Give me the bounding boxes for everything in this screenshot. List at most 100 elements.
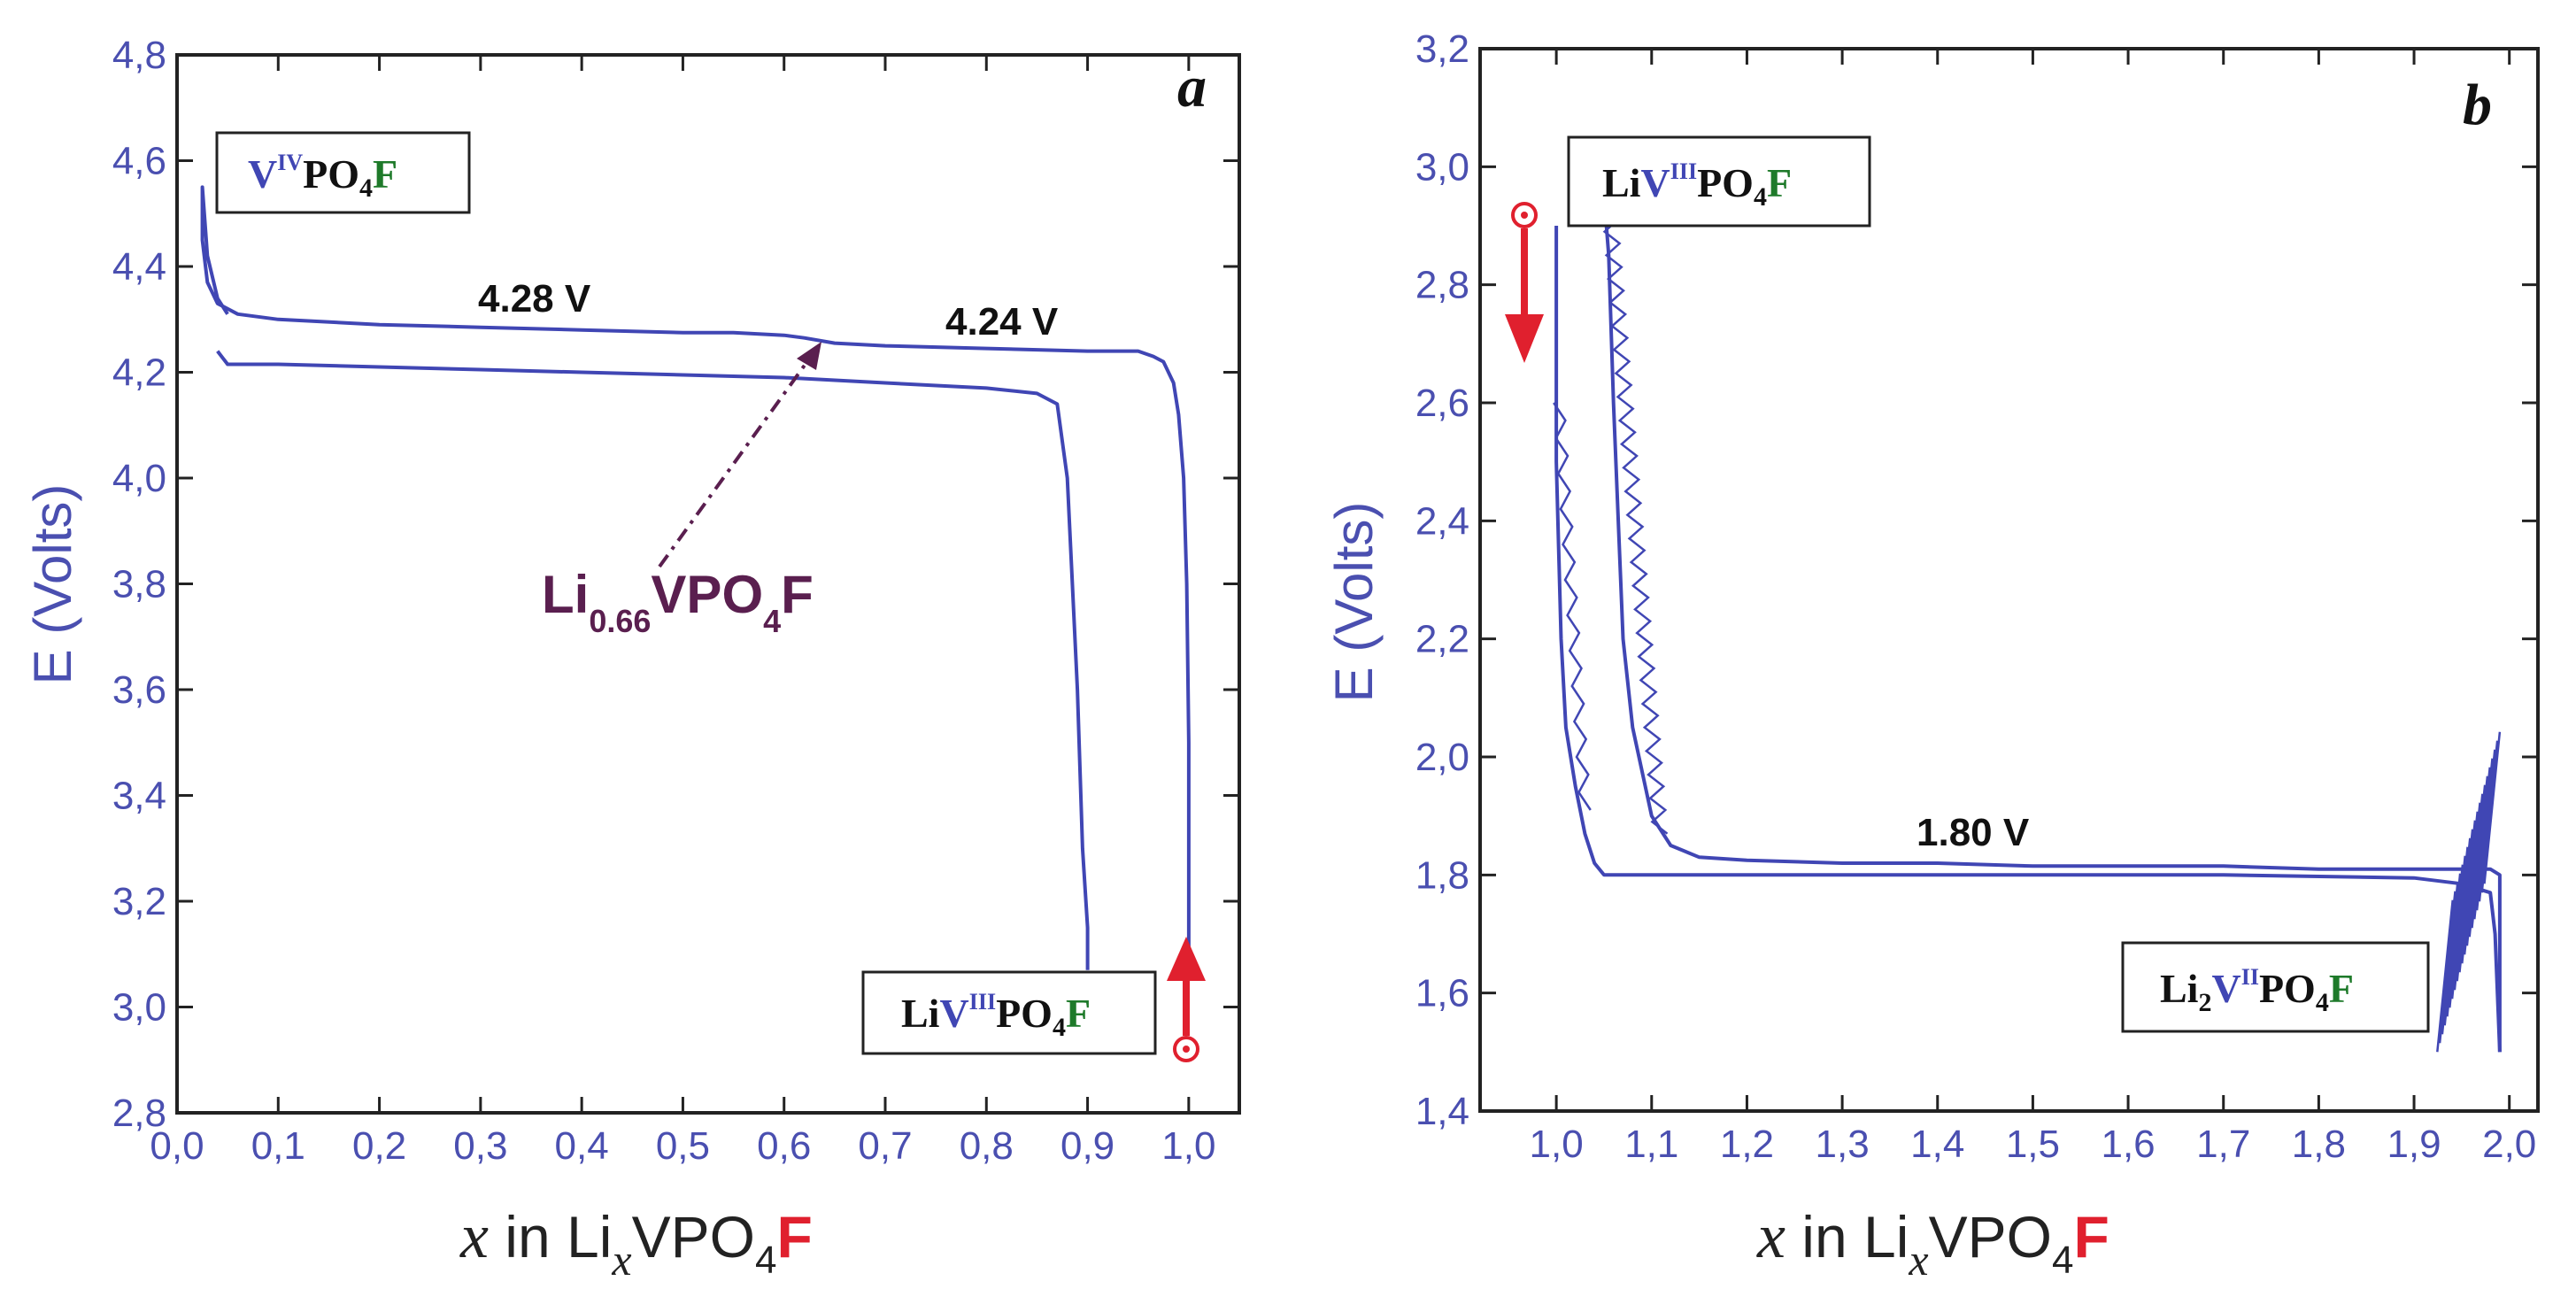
v-symbol: V [248,151,277,197]
y-tick-label: 3,0 [1415,145,1469,189]
series-group [1553,195,2502,1053]
x-tick-label: 1,5 [2006,1123,2060,1166]
po-symbol: PO [1697,160,1754,205]
transition-arrow [658,352,814,568]
x-tick-label: 1,2 [1720,1123,1774,1166]
po-symbol: PO [996,991,1053,1036]
intermediate-phase-label: Li0.66VPO4F [542,565,814,639]
f-symbol: F [2329,966,2354,1011]
y-tick-label: 1,8 [1415,853,1469,897]
x-axis-f: F [776,1204,812,1270]
x-axis-label: x in LixVPO4F [459,1200,813,1285]
x-tick-label: 1,4 [1910,1123,1964,1166]
li066-base: Li [542,565,589,624]
tick-marks [1480,47,2538,1113]
x-tick-label: 0,2 [352,1124,406,1168]
x-tick-labels: 1,0 1,1 1,2 1,3 1,4 1,5 1,6 1,7 1,8 1,9 2,0 [1530,1123,2537,1166]
plateau-label-180: 1.80 V [1917,811,2030,854]
phase-box-liviiipo4f [861,970,1157,1055]
series-line-discharge [1554,226,2502,1053]
start-arrowhead-icon [1505,314,1544,363]
x-tick-label: 0,6 [757,1124,811,1168]
x-tick-label: 1,0 [1161,1124,1215,1168]
y-tick-label: 2,2 [1415,618,1469,661]
li-sub: 2 [2198,988,2211,1017]
f-symbol: F [1066,991,1091,1036]
oxidation-state: III [969,989,996,1015]
series-line-charge [200,185,1191,954]
y-tick-label: 1,6 [1415,972,1469,1015]
x-tick-label: 1,0 [1530,1123,1584,1166]
series-group [200,185,1191,970]
phase-label-liviiipo4f: LiVIIIPO4F [901,989,1091,1042]
series-noise-end [2436,731,2502,1053]
y-tick-label: 4,0 [112,457,166,500]
x-tick-label: 1,7 [2196,1123,2250,1166]
y-tick-label: 4,4 [112,245,166,289]
series-noise-discharge [1553,402,1592,811]
x-tick-label: 0,4 [555,1124,609,1168]
x-tick-label: 0,0 [150,1124,204,1168]
x-tick-labels: 0,0 0,1 0,2 0,3 0,4 0,5 0,6 0,7 0,8 0,9 1,0 [150,1124,1215,1168]
y-tick-label: 2,8 [1415,264,1469,307]
po-sub: 4 [1053,1013,1066,1042]
y-tick-label: 3,8 [112,563,166,606]
start-arrowhead-icon [1167,937,1206,981]
x-tick-label: 0,3 [453,1124,507,1168]
phase-label-liviiipo4f: LiVIIIPO4F [1602,158,1792,212]
x-tick-label: 2,0 [2482,1123,2536,1166]
y-tick-label: 3,2 [112,880,166,923]
x-axis-var: x [1756,1200,1785,1271]
po-sub: 4 [359,174,373,203]
phase-box-li2viipo4f [2121,941,2430,1033]
y-axis-label: E (Volts) [1324,502,1384,703]
y-tick-label: 4,8 [112,34,166,77]
li-symbol: Li [901,991,940,1036]
v-symbol: V [939,991,968,1036]
phase-box-vivpo4f [215,131,471,214]
y-tick-label: 3,6 [112,668,166,712]
tick-marks [175,53,1239,1115]
start-point-dot-icon [1183,1046,1190,1053]
x-axis-four: 4 [2052,1239,2073,1282]
x-axis-sub: x [611,1235,631,1285]
series-noise-charge [1600,195,1669,835]
x-tick-label: 0,1 [251,1124,305,1168]
panel-b: 1,4 1,6 1,8 2,0 2,2 2,4 2,6 2,8 3,0 3,2 1,0 1,1 1,2… [1324,27,2540,1285]
phase-label-li2viipo4f: Li2VIIPO4F [2160,964,2354,1017]
y-tick-labels: 1,4 1,6 1,8 2,0 2,2 2,4 2,6 2,8 3,0 3,2 [1415,27,1469,1133]
po-sub: 4 [1754,182,1767,212]
v-symbol: V [1640,160,1670,205]
y-tick-label: 2,8 [112,1092,166,1135]
phase-label-vivpo4f: VIVPO4F [248,150,397,203]
f-symbol: F [1767,160,1792,205]
y-tick-label: 3,2 [1415,27,1469,71]
li066-sub: 0.66 [589,603,651,639]
x-tick-label: 0,5 [656,1124,710,1168]
plot-frame [1478,47,2540,1113]
x-tick-label: 1,3 [1816,1123,1870,1166]
panel-letter: b [2463,73,2492,137]
x-axis-four: 4 [755,1239,776,1282]
x-axis-sub: x [1908,1235,1928,1285]
plateau-label-424: 4.24 V [945,300,1059,343]
x-axis-var: x [459,1200,489,1271]
li066-vpo: VPO [651,565,763,624]
x-axis-in-li: in Li [1785,1204,1909,1270]
x-tick-label: 0,9 [1060,1124,1114,1168]
y-tick-label: 4,6 [112,140,166,183]
transition-arrowhead-icon [797,342,821,370]
x-tick-label: 0,8 [960,1124,1014,1168]
y-axis-label: E (Volts) [23,484,82,685]
y-tick-label: 3,0 [112,986,166,1030]
v-symbol: V [2211,966,2241,1011]
series-line-charge [1602,196,2502,1053]
f-symbol: F [373,151,397,197]
x-axis-label: x in LixVPO4F [1756,1200,2109,1285]
plateau-label-428: 4.28 V [478,277,591,320]
oxidation-state: II [2241,964,2259,990]
po-symbol: PO [303,151,359,197]
x-axis-vpo: VPO [1929,1204,2052,1270]
start-point-dot-icon [1521,212,1528,219]
